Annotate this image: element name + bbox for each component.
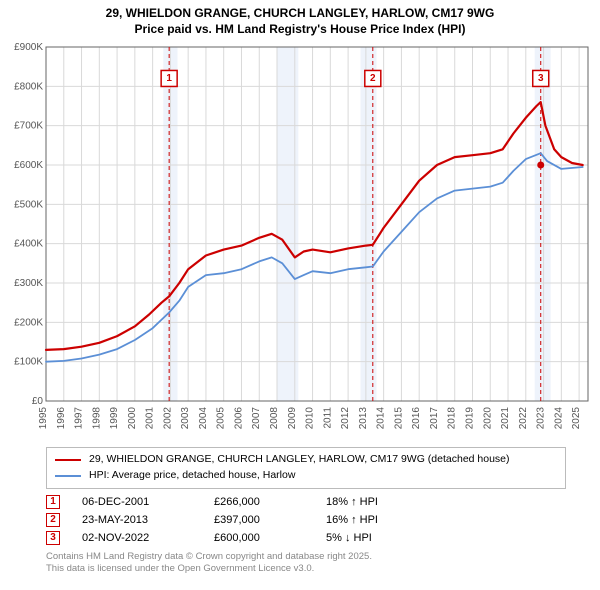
svg-text:1997: 1997 xyxy=(74,407,85,430)
event-number-box: 1 xyxy=(46,495,60,509)
event-price: £397,000 xyxy=(214,514,304,526)
svg-text:£400K: £400K xyxy=(14,239,43,250)
svg-text:£100K: £100K xyxy=(14,357,43,368)
svg-text:1: 1 xyxy=(166,73,172,84)
svg-text:2016: 2016 xyxy=(411,407,422,430)
event-pct: 5% ↓ HPI xyxy=(326,532,372,544)
legend-row: 29, WHIELDON GRANGE, CHURCH LANGLEY, HAR… xyxy=(55,452,557,468)
svg-text:2007: 2007 xyxy=(251,407,262,430)
svg-text:3: 3 xyxy=(538,73,544,84)
event-row: 1 06-DEC-2001 £266,000 18% ↑ HPI xyxy=(46,495,588,509)
svg-text:£0: £0 xyxy=(32,396,44,407)
svg-text:£300K: £300K xyxy=(14,278,43,289)
svg-text:2010: 2010 xyxy=(305,407,316,430)
event-price: £266,000 xyxy=(214,496,304,508)
svg-text:£500K: £500K xyxy=(14,200,43,211)
chart-title-block: 29, WHIELDON GRANGE, CHURCH LANGLEY, HAR… xyxy=(6,6,594,37)
svg-text:2006: 2006 xyxy=(233,407,244,430)
svg-text:£800K: £800K xyxy=(14,82,43,93)
svg-text:2025: 2025 xyxy=(571,407,582,430)
svg-text:2022: 2022 xyxy=(518,407,529,430)
footer-attribution: Contains HM Land Registry data © Crown c… xyxy=(46,551,588,576)
svg-text:2011: 2011 xyxy=(322,407,333,429)
event-row: 3 02-NOV-2022 £600,000 5% ↓ HPI xyxy=(46,531,588,545)
event-price: £600,000 xyxy=(214,532,304,544)
svg-text:1998: 1998 xyxy=(91,407,102,430)
svg-text:2008: 2008 xyxy=(269,407,280,430)
title-line1: 29, WHIELDON GRANGE, CHURCH LANGLEY, HAR… xyxy=(6,6,594,22)
legend-label: 29, WHIELDON GRANGE, CHURCH LANGLEY, HAR… xyxy=(89,452,510,468)
event-date: 02-NOV-2022 xyxy=(82,532,192,544)
event-pct: 16% ↑ HPI xyxy=(326,514,378,526)
svg-text:2018: 2018 xyxy=(447,407,458,430)
svg-text:1995: 1995 xyxy=(38,407,49,430)
svg-text:2020: 2020 xyxy=(482,407,493,430)
event-number-box: 2 xyxy=(46,513,60,527)
chart-area: £0 £100K £200K £300K £400K £500K £600K £700K £80… xyxy=(6,41,594,441)
svg-text:£900K: £900K xyxy=(14,42,43,53)
svg-text:£600K: £600K xyxy=(14,160,43,171)
svg-text:2009: 2009 xyxy=(287,407,298,430)
event-pct: 18% ↑ HPI xyxy=(326,496,378,508)
svg-text:2024: 2024 xyxy=(553,407,564,430)
svg-text:2001: 2001 xyxy=(145,407,156,430)
svg-text:2002: 2002 xyxy=(162,407,173,430)
svg-text:2023: 2023 xyxy=(536,407,547,430)
svg-text:2013: 2013 xyxy=(358,407,369,430)
svg-text:£700K: £700K xyxy=(14,121,43,132)
svg-text:1999: 1999 xyxy=(109,407,120,430)
event-number-box: 3 xyxy=(46,531,60,545)
event-date: 06-DEC-2001 xyxy=(82,496,192,508)
legend: 29, WHIELDON GRANGE, CHURCH LANGLEY, HAR… xyxy=(46,447,566,489)
chart-svg: £0 £100K £200K £300K £400K £500K £600K £700K £80… xyxy=(6,41,594,441)
event-row: 2 23-MAY-2013 £397,000 16% ↑ HPI xyxy=(46,513,588,527)
svg-text:2017: 2017 xyxy=(429,407,440,430)
svg-text:2014: 2014 xyxy=(376,407,387,430)
legend-row: HPI: Average price, detached house, Harl… xyxy=(55,468,557,484)
svg-text:1996: 1996 xyxy=(56,407,67,430)
svg-text:2003: 2003 xyxy=(180,407,191,430)
legend-swatch xyxy=(55,459,81,461)
svg-text:2: 2 xyxy=(370,73,376,84)
svg-text:2019: 2019 xyxy=(464,407,475,430)
svg-text:£200K: £200K xyxy=(14,318,43,329)
svg-text:2021: 2021 xyxy=(500,407,511,430)
footer-line1: Contains HM Land Registry data © Crown c… xyxy=(46,551,588,563)
title-line2: Price paid vs. HM Land Registry's House … xyxy=(6,22,594,38)
legend-swatch xyxy=(55,475,81,477)
legend-label: HPI: Average price, detached house, Harl… xyxy=(89,468,295,484)
event-date: 23-MAY-2013 xyxy=(82,514,192,526)
svg-text:2012: 2012 xyxy=(340,407,351,430)
events-table: 1 06-DEC-2001 £266,000 18% ↑ HPI 2 23-MAY-201… xyxy=(46,495,588,545)
footer-line2: This data is licensed under the Open Gov… xyxy=(46,563,588,575)
svg-text:2004: 2004 xyxy=(198,407,209,430)
svg-text:2015: 2015 xyxy=(393,407,404,430)
svg-text:2005: 2005 xyxy=(216,407,227,430)
svg-text:2000: 2000 xyxy=(127,407,138,430)
